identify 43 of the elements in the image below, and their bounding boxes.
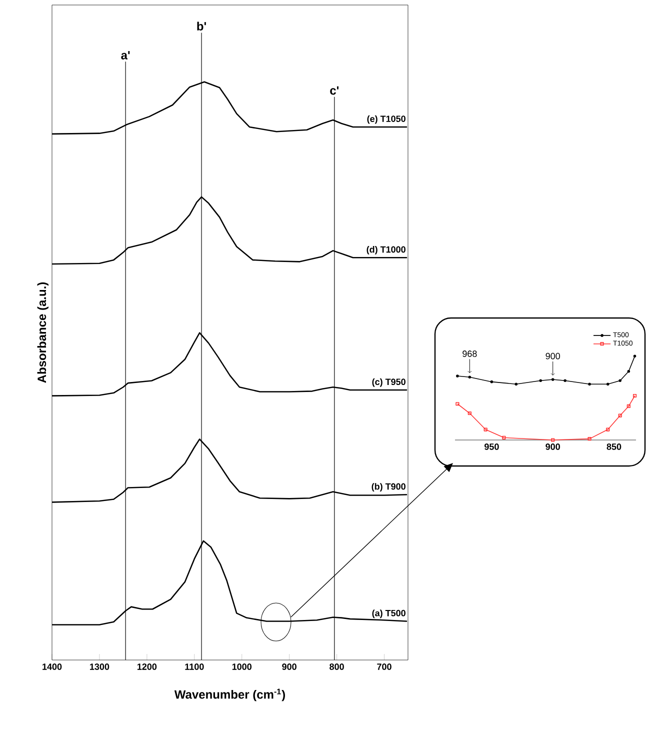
point	[606, 382, 610, 386]
annotation: 900	[546, 352, 560, 360]
point	[490, 380, 494, 384]
x-axis-title: Wavenumber (cm$^{-1}$)	[174, 688, 285, 702]
point	[502, 436, 506, 440]
point	[618, 379, 622, 382]
point	[468, 411, 472, 416]
series-label: (a) T500	[372, 610, 406, 618]
point	[551, 378, 554, 381]
x-tick-label: 850	[606, 444, 622, 450]
point	[618, 414, 622, 418]
ref-line-label: b'	[197, 22, 206, 31]
point	[456, 374, 459, 378]
x-tick-label: 1300	[90, 664, 110, 670]
point	[539, 379, 542, 382]
point	[633, 354, 636, 358]
series-label: (c) T950	[372, 378, 406, 387]
series-label: (b) T900	[372, 483, 406, 492]
x-tick-label: 1000	[232, 664, 252, 670]
point	[626, 404, 630, 408]
y-axis-title: Absorbance (a.u.)	[37, 282, 48, 383]
point	[606, 428, 610, 432]
series-label: (e) T1050	[367, 115, 406, 124]
point	[564, 379, 566, 382]
x-tick-label: 1400	[42, 664, 62, 670]
ref-line-label: a'	[121, 51, 130, 60]
point	[588, 382, 591, 386]
series-label: (d) T1000	[366, 246, 406, 254]
point	[468, 376, 472, 379]
x-tick-label: 800	[330, 664, 344, 670]
x-tick-label: 950	[484, 444, 499, 450]
point	[484, 428, 488, 432]
x-tick-label: 700	[377, 664, 392, 670]
point	[588, 437, 592, 441]
annotation: 968	[462, 350, 477, 357]
x-tick-label: 900	[282, 664, 296, 670]
x-tick-label: 1200	[137, 664, 157, 670]
point	[514, 382, 518, 386]
point	[551, 438, 555, 442]
ref-line-label: c'	[330, 86, 339, 95]
point	[627, 370, 630, 373]
x-tick-label: 1100	[185, 664, 204, 670]
x-tick-label: 900	[546, 444, 560, 450]
